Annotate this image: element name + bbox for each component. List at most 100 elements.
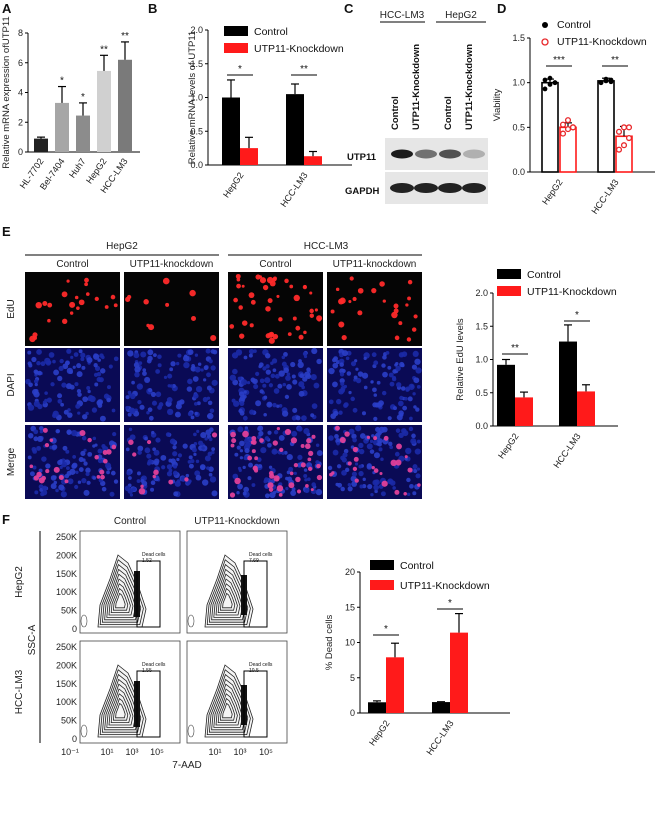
e-nucleus — [125, 405, 130, 410]
e-nucleus — [206, 372, 211, 378]
e-nucleus — [44, 357, 51, 365]
e-nucleus — [282, 410, 289, 417]
e-nucleus — [136, 479, 141, 483]
e-nucleus — [34, 370, 39, 375]
e-nucleus — [182, 443, 188, 449]
e-nucleus — [374, 402, 380, 408]
e-nucleus — [182, 355, 190, 362]
f-x-tick-label: 10³ — [125, 747, 138, 757]
e-nucleus — [174, 480, 181, 487]
e-nucleus — [288, 466, 294, 472]
d-y-axis-label: Viability — [492, 88, 503, 121]
e-nucleus — [28, 382, 33, 388]
d-legend-dot-control — [542, 22, 548, 28]
e-nucleus — [60, 491, 67, 498]
e-nucleus — [82, 396, 88, 403]
e-nucleus — [99, 353, 104, 358]
e-nucleus — [286, 372, 291, 377]
e-nucleus — [211, 490, 218, 497]
e-nucleus — [258, 464, 263, 469]
e-nucleus — [268, 465, 273, 469]
e-nucleus — [188, 455, 193, 460]
d-point-control — [547, 75, 553, 81]
e-nucleus — [358, 442, 364, 449]
e-nucleus — [311, 347, 318, 355]
e-group-label: HCC-LM3 — [304, 241, 349, 252]
e-nucleus — [332, 381, 338, 388]
e-edu-cell — [66, 279, 70, 283]
e-edu-cell — [403, 492, 407, 496]
e-nucleus — [144, 436, 148, 441]
e-nucleus — [93, 363, 98, 368]
f-bar — [386, 657, 404, 713]
e-nucleus — [207, 400, 213, 406]
e-edu-cell — [233, 297, 238, 303]
e-nucleus — [27, 404, 35, 411]
e-nucleus — [153, 353, 157, 358]
e-edu-cell — [278, 317, 283, 322]
e-nucleus — [113, 356, 119, 362]
e-edu-cell — [241, 284, 245, 288]
e-edu-cell — [45, 469, 50, 474]
e-nucleus — [33, 391, 40, 398]
e-nucleus — [50, 483, 57, 490]
e-nucleus — [361, 372, 369, 379]
e-nucleus — [351, 481, 358, 487]
e-nucleus — [249, 409, 255, 415]
e-nucleus — [188, 479, 192, 483]
e-nucleus — [373, 416, 378, 421]
e-nucleus — [328, 435, 334, 441]
e-bar — [515, 397, 533, 426]
f-y-tick-label: 0 — [350, 708, 355, 718]
e-edu-cell — [104, 305, 109, 309]
e-nucleus — [57, 393, 63, 399]
e-nucleus — [86, 480, 91, 485]
e-edu-cell — [251, 436, 257, 441]
e-nucleus — [355, 367, 359, 371]
e-nucleus — [248, 462, 254, 468]
e-nucleus — [147, 407, 153, 413]
e-nucleus — [150, 480, 156, 486]
e-edu-cell — [268, 470, 274, 476]
e-edu-cell — [290, 437, 298, 444]
f-y-tick-label: 50K — [61, 716, 77, 726]
e-nucleus — [351, 433, 357, 439]
e-edu-cell — [148, 324, 155, 331]
e-edu-cell — [33, 336, 38, 340]
f-y-tick-label: 150K — [56, 679, 77, 689]
e-nucleus — [363, 356, 367, 361]
e-nucleus — [205, 348, 211, 354]
e-nucleus — [62, 445, 68, 451]
e-edu-cell — [293, 294, 300, 302]
a-bar — [76, 115, 90, 152]
e-nucleus — [161, 465, 166, 470]
d-point-control — [598, 80, 604, 86]
e-nucleus — [262, 366, 267, 371]
e-nucleus — [85, 411, 89, 416]
e-nucleus — [387, 479, 392, 484]
e-edu-cell — [330, 309, 335, 314]
f-contour — [99, 669, 144, 735]
b-sig-label: ** — [300, 64, 308, 75]
d-point-control — [552, 80, 558, 86]
panel-label-c: C — [344, 1, 354, 16]
e-nucleus — [351, 471, 358, 477]
e-nucleus — [301, 415, 307, 422]
f-y-tick-label: 20 — [345, 567, 355, 577]
e-legend-knockdown: UTP11-Knockdown — [527, 286, 617, 298]
e-nucleus — [373, 360, 379, 366]
e-nucleus — [172, 445, 177, 450]
e-nucleus — [63, 409, 69, 415]
f-sig-label: * — [384, 624, 388, 635]
e-edu-cell — [357, 287, 364, 294]
e-nucleus — [347, 482, 352, 487]
e-edu-cell — [295, 325, 301, 331]
e-nucleus — [341, 470, 347, 476]
e-nucleus — [198, 440, 204, 446]
e-nucleus — [258, 362, 264, 368]
e-edu-cell — [53, 466, 60, 473]
f-gate-value: 1.55 — [142, 668, 152, 674]
b-y-tick-label: 2.0 — [190, 25, 203, 35]
e-edu-cell — [272, 440, 278, 446]
e-edu-cell — [379, 281, 385, 287]
